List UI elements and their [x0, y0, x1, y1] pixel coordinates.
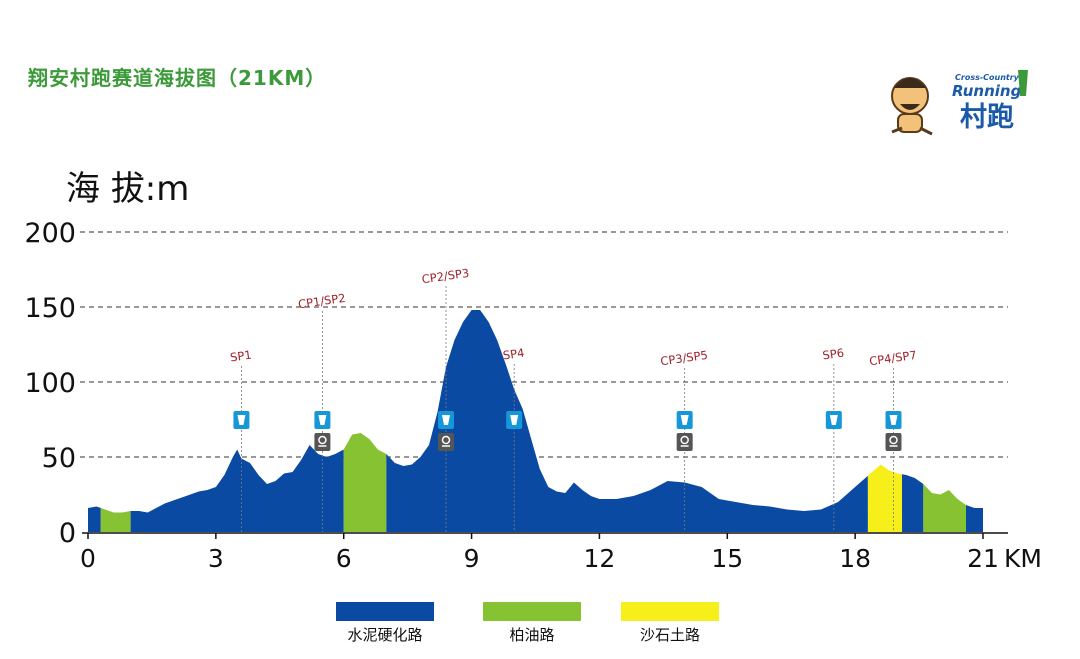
y-tick-labels: 0 50 100 150 200 — [24, 218, 76, 549]
y-tick-label: 0 — [59, 518, 76, 549]
profile-segment — [965, 505, 983, 532]
y-tick-label: 50 — [42, 443, 76, 474]
x-tick-label: 6 — [336, 544, 352, 573]
cup-icon — [680, 415, 689, 425]
grid-lines — [80, 231, 1008, 458]
profile-segment — [100, 508, 131, 532]
y-tick-label: 150 — [24, 293, 76, 324]
checkpoint-icon — [314, 433, 331, 451]
footprint-icon — [1018, 70, 1028, 96]
checkpoint-symbol — [889, 435, 898, 445]
profile-segment — [88, 506, 101, 532]
checkpoint-icon-bg — [438, 433, 454, 451]
checkpoint-symbol — [441, 435, 451, 445]
x-tick-label: 9 — [464, 544, 480, 573]
y-tick-label: 200 — [24, 218, 76, 249]
checkpoint-symbol — [680, 435, 689, 445]
x-tick-label: 15 — [711, 544, 743, 573]
sponge-station-icon — [438, 411, 454, 429]
x-axis-unit: KM — [1004, 544, 1042, 573]
page-title: 翔安村跑赛道海拔图（21KM） — [28, 66, 327, 90]
marker-label: CP3/SP5 — [660, 348, 709, 369]
mascot-icon — [891, 77, 933, 136]
marker-label: CP4/SP7 — [868, 348, 917, 369]
y-axis-label: 海 拔:m — [66, 169, 189, 209]
legend-swatch — [336, 602, 434, 621]
sponge-station-icon — [233, 411, 250, 429]
marker-label: CP2/SP3 — [421, 266, 470, 287]
sponge-station-icon — [885, 411, 902, 429]
logo-text-running: Running — [952, 82, 1022, 100]
profile-segment — [130, 445, 344, 532]
sponge-station-icon — [825, 411, 842, 429]
checkpoint-icon — [438, 433, 454, 451]
profile-segment — [902, 474, 924, 532]
profile-segment — [867, 464, 903, 532]
profile-areas — [88, 310, 983, 532]
profile-segment — [343, 433, 387, 532]
checkpoint-icon-bg — [885, 433, 902, 451]
legend-swatch — [621, 602, 719, 621]
sponge-station-icon — [314, 411, 331, 429]
x-tick-label: 3 — [208, 544, 224, 573]
legend-label: 水泥硬化路 — [347, 626, 422, 644]
cross-country-running-logo: Cross-Country Running 村跑 — [891, 70, 1028, 136]
x-tick-label: 0 — [80, 544, 96, 573]
profile-segment — [923, 484, 966, 532]
cup-icon — [510, 415, 519, 425]
x-axis: 0 3 6 9 12 15 18 21 KM — [80, 532, 1042, 573]
marker-label: CP1/SP2 — [297, 291, 346, 312]
x-tick-label: 12 — [584, 544, 616, 573]
checkpoint-icon-bg — [314, 433, 331, 451]
checkpoint-icon-bg — [676, 433, 693, 451]
x-tick-label: 18 — [839, 544, 871, 573]
checkpoint-icon — [885, 433, 902, 451]
x-tick-label: 21 — [967, 544, 999, 573]
cup-icon — [318, 415, 327, 425]
cup-icon — [829, 415, 838, 425]
y-tick-label: 100 — [24, 368, 76, 399]
marker-label: SP4 — [502, 346, 525, 363]
logo-text-cunpao: 村跑 — [960, 102, 1014, 133]
legend-label: 沙石土路 — [640, 626, 700, 644]
marker-label: SP6 — [822, 346, 845, 363]
cup-icon — [237, 415, 246, 425]
checkpoint-icon — [676, 433, 693, 451]
checkpoint-symbol — [318, 435, 327, 445]
sponge-station-icon — [676, 411, 693, 429]
route-markers: SP1 CP1/SP2 CP2/SP3 SP4 CP3/SP5 SP6 CP4/SP7 — [229, 266, 918, 532]
cup-icon — [442, 415, 450, 425]
cup-icon — [889, 415, 898, 425]
logo-text-cross-country: Cross-Country — [955, 73, 1020, 82]
profile-segment — [386, 310, 868, 532]
legend-label: 柏油路 — [509, 626, 554, 644]
legend-swatch — [483, 602, 581, 621]
marker-label: SP1 — [229, 348, 252, 365]
legend: 水泥硬化路 柏油路 沙石土路 — [336, 602, 719, 644]
sponge-station-icon — [506, 411, 523, 429]
